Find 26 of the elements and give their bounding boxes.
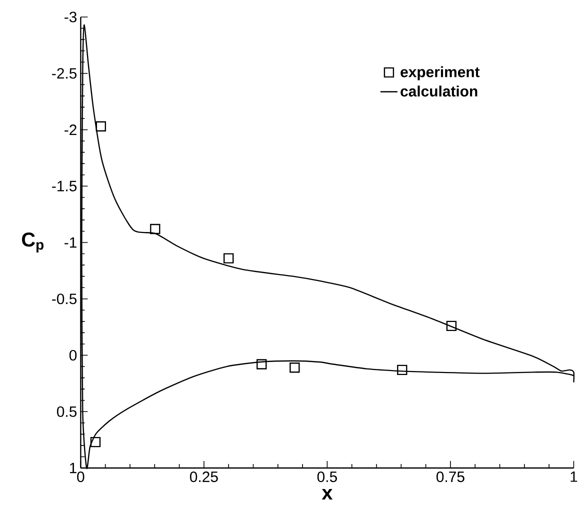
y-tick-label: -3: [64, 12, 77, 22]
y-tick-label: 0.5: [56, 406, 77, 417]
y-tick-label: -2: [64, 124, 76, 135]
point: [290, 362, 300, 373]
y-tick-label: -0.5: [52, 294, 77, 304]
legend-label: experiment: [400, 66, 480, 80]
x-tick-label: 0.75: [436, 472, 464, 482]
point: [96, 121, 106, 132]
x-tick-label: 0.5: [317, 472, 337, 482]
x-axis-title: x: [322, 488, 333, 500]
y-tick-label: -1: [64, 237, 76, 248]
y-tick-label: 1: [70, 462, 76, 474]
y-tick-label: 0: [69, 350, 77, 361]
y-tick-label: -2.5: [52, 68, 77, 79]
point: [90, 436, 101, 448]
legend-label: calculation: [400, 86, 478, 97]
point: [397, 364, 408, 376]
point: [150, 224, 160, 234]
x-tick-label: 0.25: [190, 472, 218, 482]
point: [256, 359, 267, 370]
x-tick-label: 0: [77, 472, 84, 482]
x-tick-label: 1: [570, 472, 578, 482]
y-tick-label: -1.5: [52, 180, 77, 192]
point: [224, 253, 234, 264]
y-axis-title: C$_{p}$: [22, 232, 44, 252]
point: [446, 320, 457, 332]
